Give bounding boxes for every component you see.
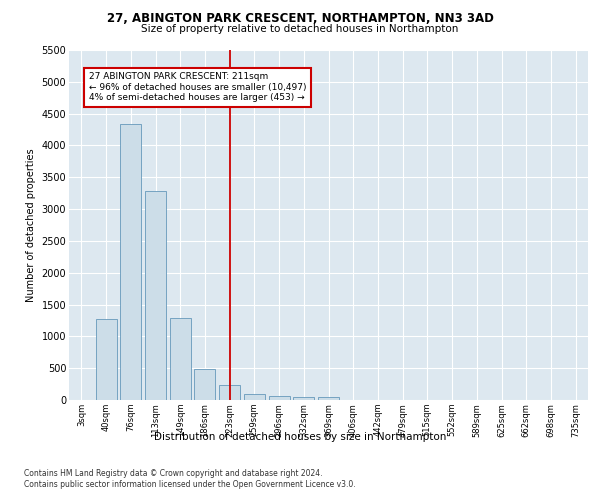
Y-axis label: Number of detached properties: Number of detached properties [26,148,36,302]
Bar [219,386,240,400]
Text: Contains public sector information licensed under the Open Government Licence v3: Contains public sector information licen… [24,480,356,489]
Text: 27 ABINGTON PARK CRESCENT: 211sqm
← 96% of detached houses are smaller (10,497)
: 27 ABINGTON PARK CRESCENT: 211sqm ← 96% … [89,72,306,102]
Bar [244,394,265,400]
Bar [120,124,141,400]
Text: 27, ABINGTON PARK CRESCENT, NORTHAMPTON, NN3 3AD: 27, ABINGTON PARK CRESCENT, NORTHAMPTON,… [107,12,493,26]
Bar [194,369,215,400]
Text: Distribution of detached houses by size in Northampton: Distribution of detached houses by size … [154,432,446,442]
Bar [170,318,191,400]
Bar [293,396,314,400]
Bar [145,190,166,400]
Bar [269,396,290,400]
Bar [318,396,339,400]
Text: Contains HM Land Registry data © Crown copyright and database right 2024.: Contains HM Land Registry data © Crown c… [24,469,323,478]
Bar [95,319,116,400]
Text: Size of property relative to detached houses in Northampton: Size of property relative to detached ho… [142,24,458,34]
